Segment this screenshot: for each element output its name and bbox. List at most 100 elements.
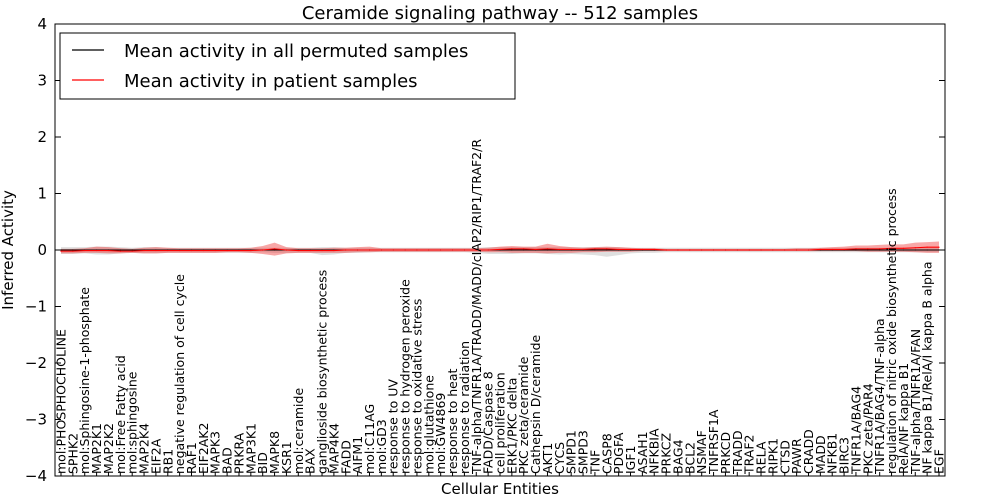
- x-tick-label: CRADD: [801, 429, 816, 474]
- data-point-s0-39: [523, 249, 525, 251]
- data-point-s1-27: [380, 249, 382, 251]
- x-tick-label: TNFR1A/BAG4/TNF-alpha: [872, 318, 887, 475]
- x-tick-label: FADD/Caspase 8: [481, 371, 496, 474]
- x-tick-label: negative regulation of cell cycle: [172, 274, 187, 474]
- legend-label-permuted: Mean activity in all permuted samples: [124, 41, 468, 62]
- x-tick-label: EIF2A: [148, 438, 163, 474]
- x-tick-label: EGF: [932, 449, 947, 474]
- data-point-s1-58: [748, 249, 750, 251]
- data-point-s1-28: [392, 249, 394, 251]
- data-point-s1-3: [95, 249, 98, 252]
- x-tick-label: BIRC3: [837, 437, 852, 474]
- data-point-s1-67: [855, 248, 857, 250]
- x-tick-label: NF kappa B1/RelA/I kappa B alpha: [920, 261, 935, 474]
- data-point-s1-12: [202, 249, 204, 252]
- data-point-s1-41: [546, 248, 549, 250]
- data-point-s0-46: [606, 249, 608, 251]
- x-tick-label: ASAH1: [635, 431, 650, 474]
- x-tick-label: MAP2K2: [101, 423, 116, 474]
- data-point-s1-9: [167, 249, 169, 252]
- x-tick-label: MADD: [813, 435, 828, 474]
- data-point-s1-37: [499, 248, 501, 251]
- data-point-s1-38: [511, 248, 513, 250]
- data-point-s1-2: [84, 249, 86, 252]
- data-point-s1-31: [428, 249, 430, 251]
- x-tick-label: MAPK8: [267, 431, 282, 474]
- x-tick-label: CASP8: [599, 433, 614, 474]
- data-point-s1-33: [451, 249, 454, 251]
- x-tick-label: CYCS: [552, 442, 567, 474]
- data-point-s0-69: [879, 249, 881, 251]
- x-tick-label: NFKBIA: [647, 428, 662, 474]
- data-point-s1-17: [262, 249, 264, 251]
- x-tick-label: MAP4K4: [326, 423, 341, 474]
- y-tick-label: 4: [37, 15, 47, 33]
- x-tick-label: mol:PHOSPHOCHOLINE: [54, 329, 69, 474]
- data-point-s1-11: [190, 249, 193, 252]
- data-point-s1-69: [879, 248, 881, 250]
- data-point-s0-68: [867, 249, 869, 251]
- data-point-s0-41: [546, 249, 549, 251]
- data-point-s1-19: [285, 249, 288, 251]
- x-tick-label: response to hydrogen peroxide: [398, 279, 413, 474]
- x-tick-label: FADD: [338, 440, 353, 474]
- data-point-s1-21: [309, 249, 311, 252]
- data-point-s0-18: [273, 249, 276, 251]
- x-tick-label: PAWR: [789, 438, 804, 474]
- data-point-s0-45: [594, 249, 596, 251]
- x-tick-label: PKC zeta/PAR4: [860, 383, 875, 474]
- x-tick-label: mol:Sphingosine-1-phosphate: [77, 287, 92, 474]
- x-tick-label: TRADD: [730, 430, 745, 475]
- data-point-s1-57: [736, 249, 738, 251]
- data-point-s1-7: [143, 249, 145, 252]
- data-point-s1-56: [724, 249, 727, 251]
- data-point-s1-72: [914, 247, 916, 249]
- data-point-s1-60: [772, 249, 774, 251]
- x-tick-label: PDGFA: [611, 432, 626, 474]
- data-point-s1-22: [321, 249, 323, 252]
- data-point-s1-65: [831, 248, 833, 251]
- legend-box: [59, 32, 516, 100]
- x-tick-label: SPHK2: [65, 433, 80, 474]
- x-tick-label: mol:sphingosine: [125, 371, 140, 474]
- data-point-s1-6: [131, 250, 133, 252]
- data-point-s0-1: [72, 249, 74, 251]
- plot-area: [60, 241, 940, 257]
- x-tick-label: SMPD1: [564, 430, 579, 474]
- x-tick-label: PRKRA: [231, 432, 246, 474]
- x-tick-label: cell proliferation: [493, 372, 508, 474]
- axis-ticks: −4−3−2−101234mol:PHOSPHOCHOLINESPHK2mol:…: [25, 15, 947, 485]
- data-point-s1-16: [250, 249, 252, 252]
- x-tick-label: TRAF2: [742, 434, 757, 475]
- data-point-s1-1: [72, 250, 74, 252]
- data-point-s1-71: [902, 247, 905, 249]
- data-point-s1-52: [677, 249, 679, 251]
- x-tick-label: PKC zeta/ceramide: [516, 356, 531, 474]
- data-point-s1-32: [440, 249, 442, 251]
- data-point-s1-74: [938, 246, 940, 248]
- x-tick-label: NSMAF: [694, 430, 709, 474]
- y-axis-label: Inferred Activity: [0, 190, 17, 310]
- data-point-s1-42: [558, 248, 560, 251]
- data-point-s1-66: [843, 248, 845, 251]
- x-tick-label: BAG4: [670, 439, 685, 474]
- chart-title: Ceramide signaling pathway -- 512 sample…: [302, 3, 698, 24]
- data-point-s0-73: [926, 249, 928, 251]
- x-tick-label: TNF-alpha/TNFR1A/TRADD/MADD/cIAP2/RIP1/T…: [469, 139, 484, 475]
- x-tick-label: MAP2K1: [89, 423, 104, 474]
- x-tick-label: SMPD3: [576, 430, 591, 474]
- data-point-s1-54: [701, 249, 703, 251]
- y-tick-label: −2: [25, 354, 47, 372]
- y-tick-label: −4: [25, 467, 47, 485]
- data-point-s1-20: [297, 249, 299, 252]
- data-point-s1-40: [534, 248, 537, 251]
- data-point-s1-64: [819, 248, 821, 251]
- x-tick-label: MAP3K1: [243, 423, 258, 474]
- series-band-1: [61, 241, 939, 256]
- legend-label-patient: Mean activity in patient samples: [124, 71, 418, 92]
- x-tick-label: CTSD: [777, 440, 792, 474]
- data-point-s1-49: [641, 248, 643, 251]
- x-tick-label: mol:GW4869: [433, 393, 448, 474]
